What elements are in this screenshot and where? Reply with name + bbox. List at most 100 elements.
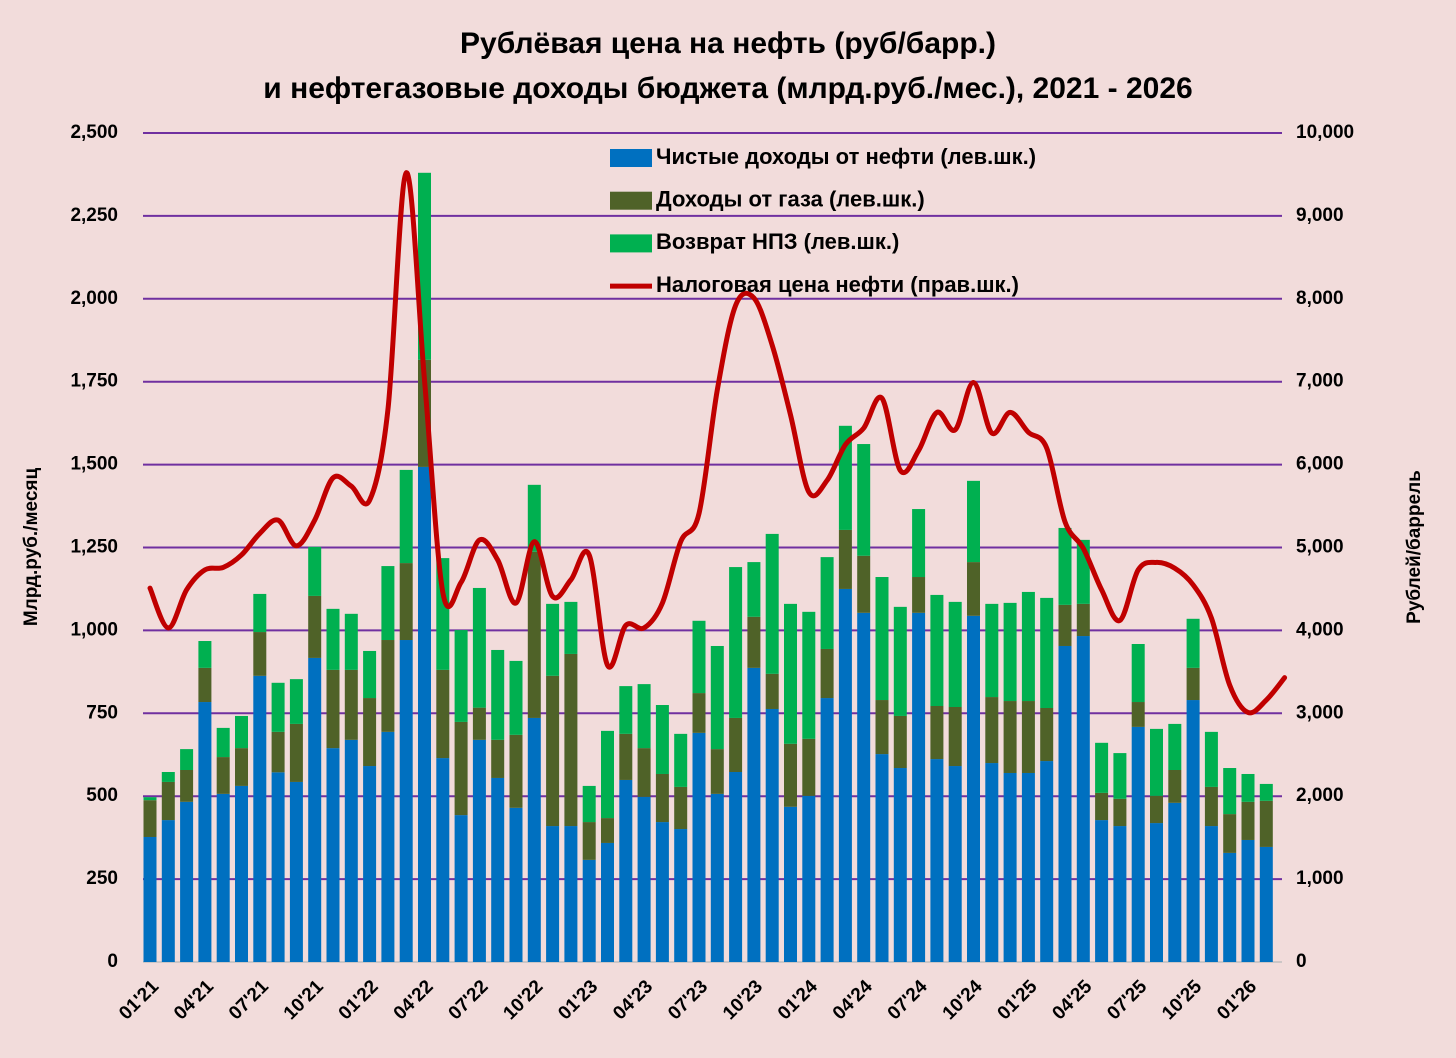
bar	[363, 698, 377, 767]
bar	[198, 702, 212, 962]
bar	[271, 682, 285, 732]
bar	[1186, 700, 1200, 962]
bar	[674, 829, 688, 962]
bar	[381, 566, 395, 641]
bar	[692, 732, 706, 962]
bar	[253, 675, 267, 962]
bar	[491, 777, 505, 962]
bar	[1241, 801, 1255, 840]
y-tick-label: 250	[86, 868, 118, 889]
bar	[308, 546, 322, 596]
bar	[564, 826, 578, 962]
bar	[1113, 826, 1127, 962]
bar	[491, 739, 505, 778]
bar	[143, 836, 157, 962]
bar	[1186, 618, 1200, 668]
bar	[216, 727, 230, 758]
y-tick-label: 0	[107, 951, 118, 972]
bar	[784, 743, 797, 807]
bar	[1076, 603, 1090, 637]
bar	[601, 730, 614, 819]
bar	[710, 645, 724, 750]
bar	[729, 717, 743, 772]
y2-tick-label: 4,000	[1296, 619, 1344, 640]
bar	[308, 657, 322, 962]
bar	[820, 698, 834, 962]
bar	[1021, 591, 1035, 702]
bar	[564, 653, 578, 827]
bar	[893, 715, 907, 769]
bar	[820, 648, 834, 699]
bar	[491, 649, 505, 740]
bar	[838, 529, 852, 589]
bar	[527, 717, 541, 962]
y2-tick-label: 6,000	[1296, 454, 1344, 475]
bar	[710, 749, 724, 794]
bar	[967, 562, 980, 616]
bar	[198, 641, 212, 668]
bar	[308, 595, 322, 658]
y2-tick-label: 1,000	[1296, 868, 1344, 889]
bar	[1223, 852, 1237, 962]
bar	[692, 620, 706, 694]
bar	[1204, 826, 1218, 962]
y2-tick-label: 9,000	[1296, 205, 1344, 226]
bar	[967, 480, 980, 563]
bar	[674, 786, 688, 830]
bar	[1040, 761, 1054, 962]
bar	[1095, 792, 1109, 821]
bar	[948, 766, 962, 962]
bar	[546, 826, 560, 962]
bar	[1040, 597, 1054, 708]
bar	[820, 557, 834, 649]
bar	[143, 797, 157, 801]
bar	[930, 594, 944, 707]
bar	[180, 770, 194, 802]
bar	[1058, 527, 1072, 605]
bar	[271, 772, 285, 962]
bar	[1241, 773, 1255, 802]
bar	[637, 748, 651, 797]
bar	[692, 693, 706, 733]
bar	[1150, 823, 1163, 962]
bar	[747, 562, 761, 617]
bar	[1003, 772, 1017, 962]
y2-tick-label: 3,000	[1296, 702, 1344, 723]
bar	[289, 723, 303, 782]
bar	[875, 754, 889, 962]
bar	[857, 444, 871, 556]
bar	[235, 715, 248, 749]
bar	[344, 739, 358, 962]
bar	[765, 533, 779, 674]
bar	[180, 801, 194, 962]
y2-tick-label: 5,000	[1296, 537, 1344, 558]
bar	[948, 601, 962, 707]
bar	[729, 567, 743, 718]
y-axis-label: Млрд.руб./месяц	[21, 468, 42, 627]
bar	[875, 577, 889, 701]
y2-axis-label: Рублей/баррель	[1404, 470, 1425, 624]
bar	[399, 563, 413, 641]
bar	[1150, 795, 1163, 824]
bar	[765, 708, 779, 962]
bar	[1223, 768, 1237, 815]
bar	[527, 484, 541, 552]
y-tick-label: 2,250	[70, 205, 118, 226]
bar	[985, 763, 999, 962]
bar	[363, 766, 377, 962]
bar	[472, 707, 486, 740]
y2-tick-label: 7,000	[1296, 371, 1344, 392]
bar	[637, 684, 651, 749]
bar	[326, 748, 340, 962]
bar	[198, 667, 212, 703]
bar	[509, 734, 523, 808]
bar	[546, 603, 560, 676]
bar	[948, 706, 962, 767]
bar	[1168, 770, 1182, 803]
chart-title: Рублёвая цена на нефть (руб/барр.)	[460, 27, 996, 60]
chart-title: и нефтегазовые доходы бюджета (млрд.руб.…	[263, 72, 1192, 105]
bar	[1040, 707, 1054, 762]
bar	[161, 820, 175, 962]
bar	[1259, 783, 1273, 801]
bar	[509, 807, 523, 962]
